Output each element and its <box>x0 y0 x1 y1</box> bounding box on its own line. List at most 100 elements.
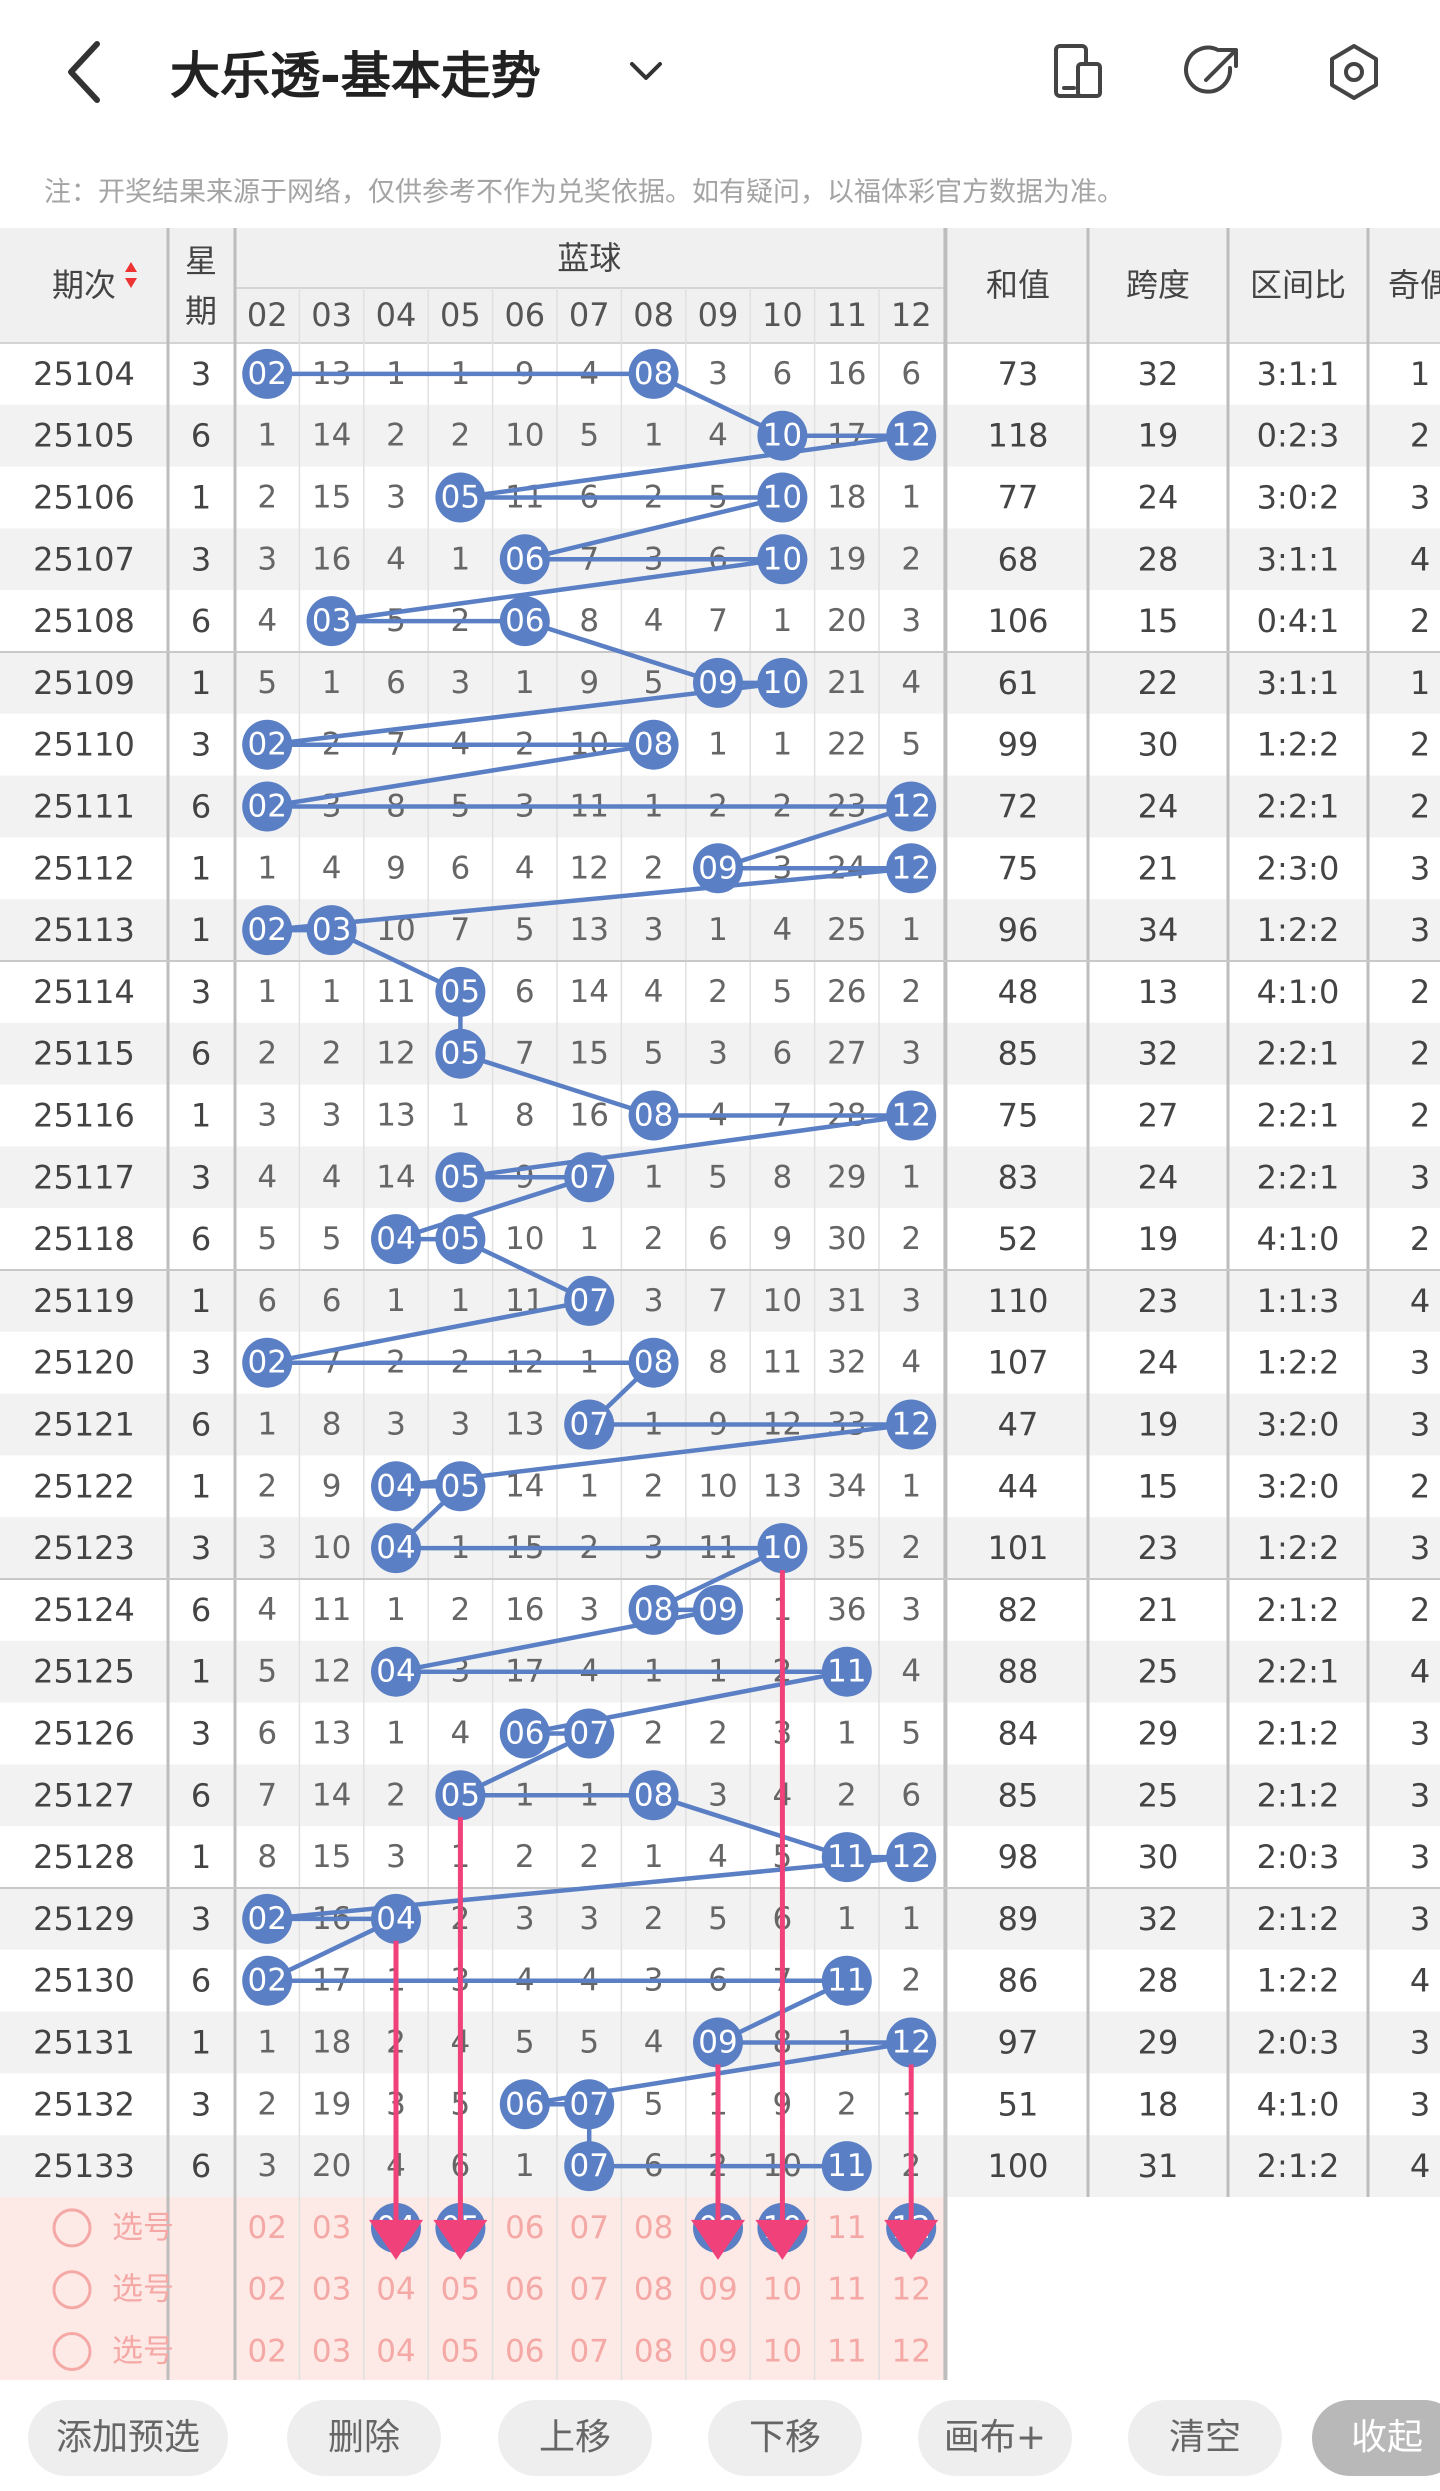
span-cell: 13 <box>1138 973 1179 1011</box>
select-ball-option: 07 <box>569 2334 608 2370</box>
period-cell: 25110 <box>33 726 135 764</box>
omission-cell: 2 <box>708 1716 728 1752</box>
interval-cell: 3:1:1 <box>1257 355 1340 393</box>
span-cell: 27 <box>1138 1097 1179 1135</box>
odd-even-cell: 1 <box>1410 664 1430 702</box>
odd-even-cell: 2 <box>1410 1097 1430 1135</box>
omission-cell: 2 <box>322 1036 342 1072</box>
sum-cell: 85 <box>998 1035 1039 1073</box>
ball-number-header: 11 <box>826 296 867 334</box>
chevron-left-icon[interactable] <box>55 32 115 112</box>
share-arrow-icon[interactable] <box>1182 40 1246 104</box>
blue-ball <box>435 1461 486 1512</box>
sum-cell: 101 <box>987 1529 1048 1567</box>
sort-up-icon[interactable] <box>125 262 137 272</box>
interval-cell: 1:2:2 <box>1257 1529 1340 1567</box>
clear-button[interactable]: 清空 <box>1128 2400 1282 2476</box>
chevron-down-icon[interactable] <box>626 52 666 92</box>
period-cell: 25118 <box>33 1220 135 1258</box>
phone-layout-icon[interactable] <box>1046 40 1110 104</box>
omission-cell: 1 <box>837 1901 857 1937</box>
interval-cell: 3:1:1 <box>1257 664 1340 702</box>
select-ball-option: 02 <box>247 2334 286 2370</box>
settings-hexagon-icon[interactable] <box>1322 40 1386 104</box>
span-cell: 25 <box>1138 1776 1179 1814</box>
span-cell: 32 <box>1138 355 1179 393</box>
weekday-cell: 1 <box>191 479 211 517</box>
omission-cell: 6 <box>901 356 921 392</box>
omission-cell: 8 <box>257 1839 277 1875</box>
delete-button[interactable]: 删除 <box>287 2400 441 2476</box>
blue-ball-number: 10 <box>763 1530 802 1566</box>
odd-even-cell: 3 <box>1410 1406 1430 1444</box>
blue-ball <box>886 1399 937 1450</box>
move-down-button[interactable]: 下移 <box>708 2400 862 2476</box>
blue-ball <box>564 1708 615 1759</box>
omission-cell: 6 <box>257 1716 277 1752</box>
interval-cell: 2:0:3 <box>1257 2024 1340 2062</box>
interval-cell: 1:2:2 <box>1257 1344 1340 1382</box>
sum-cell: 68 <box>998 540 1039 578</box>
omission-cell: 11 <box>763 1345 802 1381</box>
omission-cell: 5 <box>515 2025 535 2061</box>
select-ball-option: 09 <box>698 2334 737 2370</box>
select-radio-icon[interactable] <box>52 2270 92 2310</box>
blue-ball-number: 02 <box>247 1345 286 1381</box>
blue-ball <box>371 1461 421 1512</box>
omission-cell: 3 <box>257 1530 277 1566</box>
interval-cell: 2:2:1 <box>1257 1653 1340 1691</box>
span-cell: 34 <box>1138 911 1179 949</box>
omission-cell: 7 <box>257 1777 277 1813</box>
omission-cell: 7 <box>515 1036 535 1072</box>
blue-ball-number: 04 <box>376 1901 415 1937</box>
blue-ball <box>435 1028 486 1079</box>
omission-cell: 1 <box>257 974 277 1010</box>
select-radio-icon[interactable] <box>52 2208 92 2248</box>
period-cell: 25107 <box>33 540 135 578</box>
span-cell: 19 <box>1138 1220 1179 1258</box>
omission-cell: 31 <box>827 1283 866 1319</box>
page-title[interactable]: 大乐透-基本走势 <box>170 47 541 105</box>
blue-ball-number: 02 <box>247 912 286 948</box>
omission-cell: 19 <box>827 541 866 577</box>
select-ball-option: 04 <box>376 2272 415 2308</box>
omission-cell: 15 <box>569 1036 608 1072</box>
weekday-cell: 1 <box>191 2024 211 2062</box>
period-cell: 25105 <box>33 417 135 455</box>
move-up-button[interactable]: 上移 <box>498 2400 652 2476</box>
omission-cell: 15 <box>312 1839 351 1875</box>
omission-cell: 1 <box>773 603 793 639</box>
blue-ball <box>757 534 808 585</box>
blue-ball-number: 03 <box>312 603 351 639</box>
blue-ball <box>371 1523 421 1574</box>
interval-cell: 2:2:1 <box>1257 788 1340 826</box>
omission-cell: 3 <box>386 480 406 516</box>
blue-ball <box>306 905 357 956</box>
blue-ball <box>242 1337 293 1388</box>
blue-ball <box>628 1770 679 1821</box>
omission-cell: 1 <box>579 1468 599 1504</box>
blue-ball <box>628 1337 679 1388</box>
omission-cell: 2 <box>644 850 664 886</box>
canvas-plus-button[interactable]: 画布+ <box>918 2400 1072 2476</box>
weekday-cell: 1 <box>191 664 211 702</box>
blue-ball <box>693 657 743 708</box>
span-cell: 19 <box>1138 1406 1179 1444</box>
blue-ball-number: 04 <box>376 1530 415 1566</box>
span-cell: 23 <box>1138 1282 1179 1320</box>
omission-cell: 1 <box>515 2148 535 2184</box>
interval-cell: 2:1:2 <box>1257 1591 1340 1629</box>
sum-cell: 118 <box>987 417 1048 455</box>
select-ball-option: 04 <box>376 2334 415 2370</box>
omission-cell: 10 <box>763 1283 802 1319</box>
sort-down-icon[interactable] <box>125 278 137 288</box>
omission-cell: 3 <box>515 1901 535 1937</box>
add-preselect-button[interactable]: 添加预选 <box>28 2400 228 2476</box>
select-radio-icon[interactable] <box>52 2332 92 2371</box>
period-cell: 25124 <box>33 1591 135 1629</box>
collapse-button[interactable]: 收起 <box>1312 2400 1440 2476</box>
select-ball-option: 11 <box>827 2210 866 2246</box>
ball-number-header: 10 <box>762 296 803 334</box>
table-row-bg <box>0 961 1440 1023</box>
blue-ball-number: 08 <box>634 356 673 392</box>
